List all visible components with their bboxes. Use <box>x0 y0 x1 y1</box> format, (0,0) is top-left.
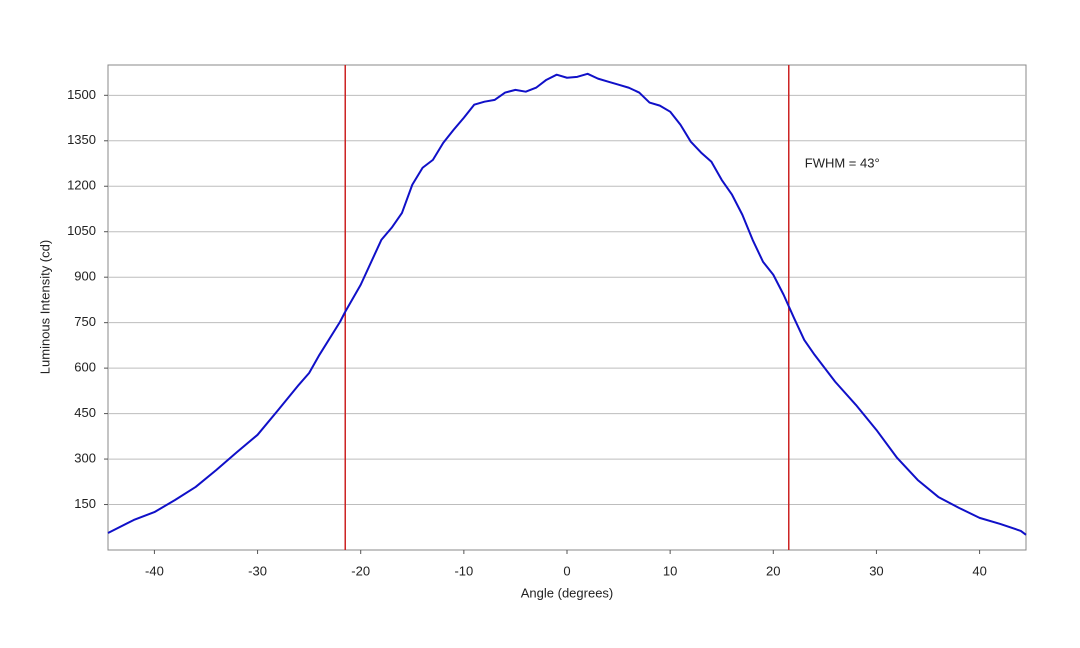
y-tick-label: 1050 <box>67 223 96 238</box>
y-tick-label: 300 <box>74 451 96 466</box>
y-tick-label: 1350 <box>67 132 96 147</box>
line-series <box>107 72 1027 536</box>
x-tick-label: 20 <box>766 563 780 578</box>
y-axis-label: Luminous Intensity (cd) <box>37 240 52 374</box>
x-tick-label: 30 <box>869 563 883 578</box>
x-tick-label: 10 <box>663 563 677 578</box>
plot-area <box>107 64 1027 551</box>
x-tick-label: 0 <box>563 563 570 578</box>
y-tick-label: 600 <box>74 360 96 375</box>
x-tick-label: -40 <box>145 563 164 578</box>
x-tick-label: -10 <box>454 563 473 578</box>
x-tick-label: -30 <box>248 563 267 578</box>
y-tick-label: 150 <box>74 496 96 511</box>
y-tick-label: 450 <box>74 405 96 420</box>
y-tick-label: 750 <box>74 314 96 329</box>
y-tick-label: 1500 <box>67 87 96 102</box>
annotation: FWHM = 43° <box>805 155 880 170</box>
x-tick-label: 40 <box>972 563 986 578</box>
y-tick-label: 1200 <box>67 178 96 193</box>
x-axis-label: Angle (degrees) <box>521 585 614 600</box>
x-tick-label: -20 <box>351 563 370 578</box>
y-tick-label: 900 <box>74 269 96 284</box>
